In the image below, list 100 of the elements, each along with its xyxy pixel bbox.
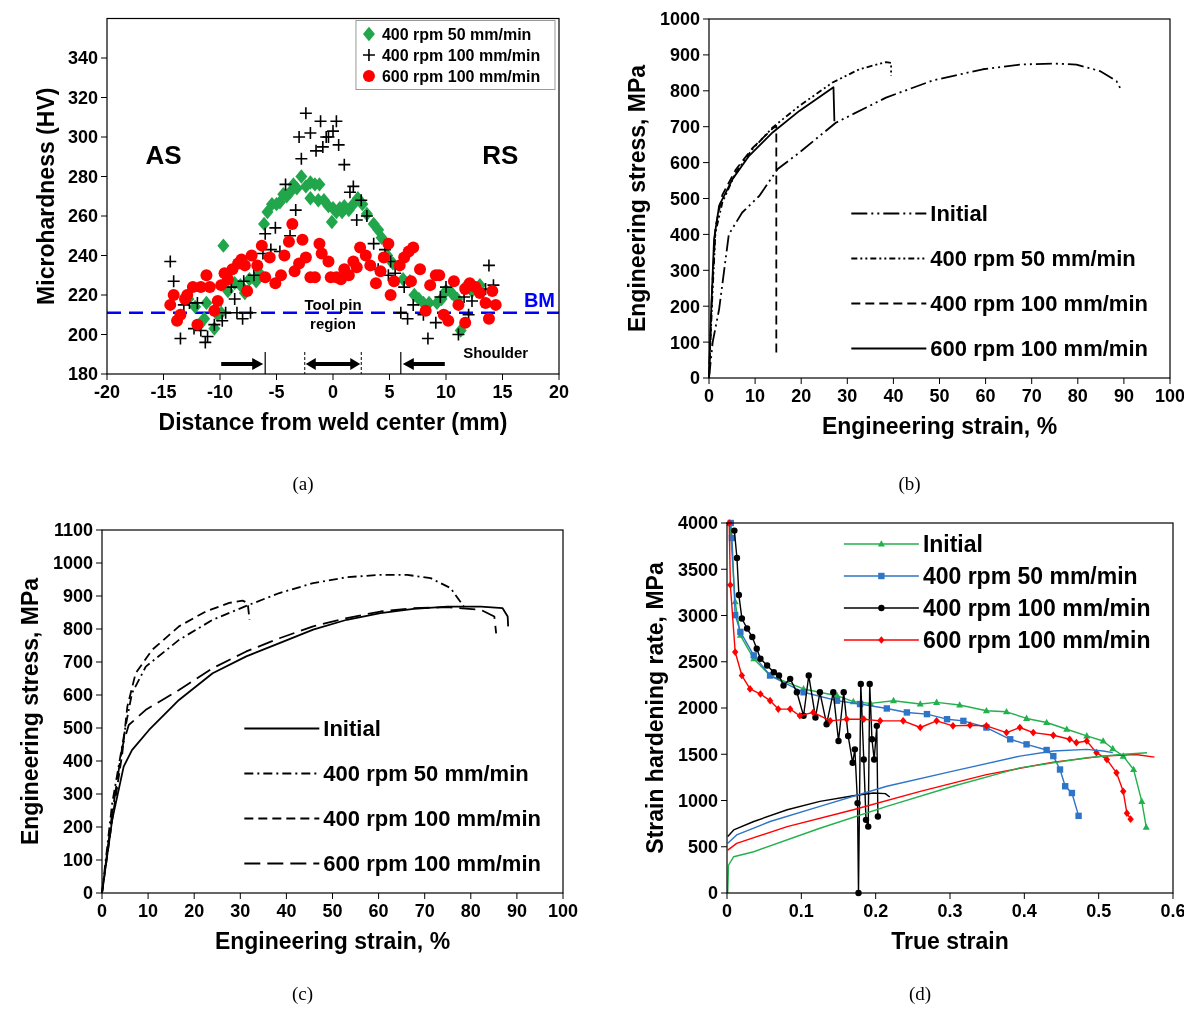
x-axis-title: True strain (891, 928, 1009, 954)
x-tick-label: 0.4 (1011, 901, 1037, 921)
legend-label: 600 rpm 100 mm/min (922, 627, 1151, 654)
x-tick-label: -5 (268, 382, 285, 402)
y-tick-label: 220 (67, 285, 98, 306)
x-axis-title: Engineering strain, % (214, 928, 451, 954)
y-tick-label: 900 (669, 45, 700, 66)
legend-label: 400 rpm 100 mm/min (381, 46, 541, 64)
x-tick-label: 20 (184, 901, 205, 921)
y-tick-label: 700 (62, 652, 93, 673)
legend-label: Initial (922, 531, 983, 558)
legend-label: 400 rpm 50 mm/min (381, 25, 532, 43)
legend-label: Initial (323, 716, 381, 742)
y-tick-label: 0 (689, 368, 700, 389)
legend-label: 400 rpm 100 mm/min (930, 291, 1148, 317)
legend-label: 400 rpm 50 mm/min (922, 563, 1138, 590)
y-tick-label: 180 (67, 364, 98, 385)
x-tick-label: 100 (1154, 386, 1186, 406)
legend-label: 600 rpm 100 mm/min (381, 67, 541, 85)
annotation: Tool pin region (304, 296, 362, 332)
text: (a) (292, 473, 314, 495)
x-axis-title: Engineering strain, % (821, 413, 1058, 439)
x-tick-label: 10 (138, 901, 159, 921)
legend-label: 400 rpm 100 mm/min (323, 806, 541, 832)
y-tick-label: 300 (67, 127, 98, 148)
x-tick-label: 90 (506, 901, 527, 921)
x-tick-label: 70 (414, 901, 435, 921)
ref-line-label: BM (523, 288, 555, 311)
x-tick-label: 30 (837, 386, 858, 406)
x-tick-label: 30 (230, 901, 251, 921)
x-tick-label: 50 (322, 901, 343, 921)
y-tick-label: 300 (62, 784, 93, 805)
y-tick-label: 3500 (677, 559, 718, 580)
x-tick-label: -20 (93, 382, 121, 402)
y-tick-label: 100 (669, 332, 700, 353)
x-tick-label: 5 (384, 382, 395, 402)
x-tick-label: 70 (1021, 386, 1042, 406)
x-tick-label: 100 (547, 901, 579, 921)
x-tick-label: -10 (206, 382, 234, 402)
y-tick-label: 700 (669, 117, 700, 138)
y-tick-label: 4000 (677, 513, 718, 534)
y-tick-label: 1500 (677, 744, 718, 765)
y-tick-label: 800 (669, 81, 700, 102)
y-tick-label: 1000 (677, 790, 718, 811)
y-tick-label: 100 (62, 850, 93, 871)
y-tick-label: 800 (62, 619, 93, 640)
x-tick-label: 60 (975, 386, 996, 406)
y-tick-label: 500 (62, 718, 93, 739)
text: (d) (908, 983, 932, 1005)
x-tick-label: 60 (368, 901, 389, 921)
y-tick-label: 500 (669, 188, 700, 209)
x-tick-label: 0.3 (937, 901, 963, 921)
x-tick-label: 80 (1067, 386, 1088, 406)
legend-label: 600 rpm 100 mm/min (323, 851, 541, 877)
x-tick-label: -15 (150, 382, 177, 402)
y-tick-label: 400 (669, 224, 700, 245)
y-tick-label: 200 (62, 817, 93, 838)
y-tick-label: 1000 (659, 9, 700, 30)
x-tick-label: 40 (883, 386, 904, 406)
x-tick-label: 10 (745, 386, 766, 406)
x-tick-label: 20 (791, 386, 812, 406)
x-tick-label: 0.2 (863, 901, 889, 921)
x-tick-label: 20 (548, 382, 570, 402)
legend-label: Initial (930, 201, 988, 227)
x-tick-label: 0 (721, 901, 733, 921)
y-tick-label: 340 (67, 48, 98, 69)
y-tick-label: 600 (62, 685, 93, 706)
y-tick-label: 500 (687, 837, 718, 858)
y-tick-label: 600 (669, 153, 700, 174)
y-tick-label: 200 (669, 296, 700, 317)
x-axis-title: Distance from weld center (mm) (158, 409, 508, 435)
y-tick-label: 200 (67, 324, 98, 345)
x-tick-label: 10 (435, 382, 457, 402)
annotation: Shoulder (463, 344, 529, 361)
y-tick-label: 260 (67, 206, 98, 227)
annotation: RS (482, 140, 519, 171)
y-tick-label: 0 (707, 883, 718, 904)
x-tick-label: 40 (276, 901, 297, 921)
y-tick-label: 2500 (677, 652, 718, 673)
legend-label: 400 rpm 50 mm/min (930, 246, 1136, 272)
x-tick-label: 15 (492, 382, 513, 402)
x-tick-label: 0.6 (1160, 901, 1186, 921)
y-axis-title: Strain hardening rate, MPa (642, 562, 668, 854)
legend-label: 400 rpm 50 mm/min (323, 761, 529, 787)
y-tick-label: 300 (669, 260, 700, 281)
y-tick-label: 0 (82, 883, 93, 904)
x-tick-label: 80 (460, 901, 481, 921)
y-tick-label: 240 (67, 245, 98, 266)
y-axis-title: Engineering stress, MPa (17, 577, 43, 846)
y-axis-title: Microhardness (HV) (32, 87, 59, 305)
legend-label: 400 rpm 100 mm/min (922, 595, 1151, 622)
y-tick-label: 1100 (53, 520, 93, 541)
text: (c) (291, 983, 314, 1005)
x-tick-label: 50 (929, 386, 950, 406)
y-tick-label: 1000 (52, 553, 93, 574)
y-tick-label: 280 (67, 166, 98, 187)
x-tick-label: 0.5 (1086, 901, 1112, 921)
y-tick-label: 2000 (677, 698, 718, 719)
x-tick-label: 0 (327, 382, 339, 402)
y-tick-label: 900 (62, 586, 93, 607)
